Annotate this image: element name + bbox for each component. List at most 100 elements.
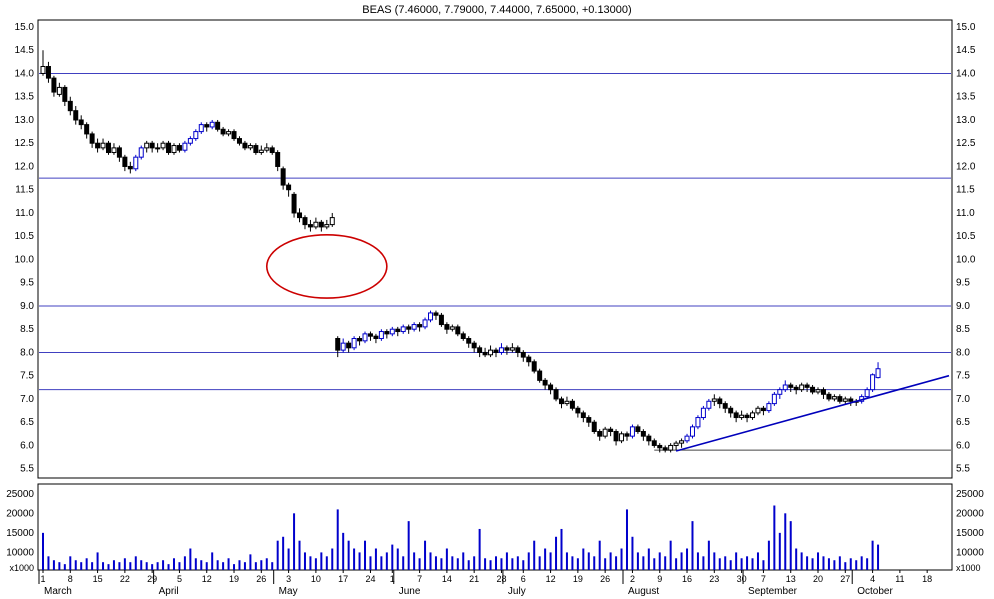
- candle-body: [842, 398, 848, 402]
- volume-bar: [265, 558, 268, 570]
- volume-bar: [287, 548, 290, 570]
- x-tick-label: 1: [390, 574, 395, 584]
- volume-bar: [735, 552, 738, 570]
- x-tick-label: 2: [630, 574, 635, 584]
- volume-bar: [112, 560, 115, 570]
- price-axis-label-left: 9.0: [20, 301, 34, 312]
- candle-body: [335, 338, 341, 351]
- volume-bar: [565, 552, 568, 570]
- volume-bar: [342, 532, 345, 570]
- volume-bar: [838, 556, 841, 570]
- volume-bar: [844, 562, 847, 570]
- candle-body: [357, 338, 363, 342]
- x-tick-label: 18: [922, 574, 932, 584]
- candle-body: [84, 124, 90, 135]
- volume-bar: [424, 540, 427, 570]
- candle-body: [766, 403, 772, 412]
- volume-bar: [576, 558, 579, 570]
- candle-body: [548, 384, 554, 391]
- candle-body: [695, 417, 701, 428]
- volume-bar: [58, 562, 61, 570]
- x-tick-label: 29: [147, 574, 157, 584]
- price-axis-label-right: 9.5: [956, 278, 970, 289]
- volume-bar: [162, 560, 165, 570]
- x-tick-label: 22: [120, 574, 130, 584]
- candle-body: [444, 324, 450, 330]
- volume-bar: [445, 548, 448, 570]
- x-tick-label: 30: [737, 574, 747, 584]
- volume-bar: [369, 556, 372, 570]
- price-axis-label-right: 15.0: [956, 22, 976, 33]
- candle-body: [89, 133, 95, 144]
- candle-body: [482, 351, 488, 356]
- volume-bar: [260, 560, 263, 570]
- volume-bar: [429, 552, 432, 570]
- volume-bar: [484, 558, 487, 570]
- price-pane-border: [37, 19, 953, 479]
- candle-body: [537, 370, 543, 381]
- price-axis-label-right: 10.5: [956, 231, 976, 242]
- price-axis-label-left: 8.0: [20, 347, 34, 358]
- price-axis-label-right: 14.0: [956, 68, 976, 79]
- volume-bar: [331, 548, 334, 570]
- price-axis-label-left: 7.0: [20, 394, 34, 405]
- candle-body: [78, 119, 84, 126]
- candle-body: [591, 421, 597, 433]
- candle-body: [166, 142, 172, 154]
- volume-bar: [74, 560, 77, 570]
- volume-bar: [495, 556, 497, 570]
- volume-axis-label-left: 15000: [6, 528, 34, 539]
- candle-body: [313, 221, 319, 228]
- volume-bar: [374, 548, 377, 570]
- candle-body: [242, 142, 248, 149]
- candle-body: [471, 342, 477, 349]
- volume-bar: [140, 560, 143, 570]
- candle-body: [799, 384, 805, 391]
- candle-body: [176, 145, 182, 151]
- volume-bar: [151, 564, 154, 570]
- volume-bar: [544, 548, 547, 570]
- volume-bar: [718, 558, 721, 570]
- volume-bar: [822, 556, 825, 570]
- candle-body: [340, 342, 346, 351]
- x-tick-label: 5: [177, 574, 182, 584]
- candle-body: [580, 412, 586, 419]
- candle-body: [297, 212, 303, 219]
- candle-body: [613, 431, 619, 442]
- x-tick-label: 27: [840, 574, 850, 584]
- candle-body: [122, 156, 128, 167]
- candle-body: [226, 131, 232, 135]
- candle-body: [662, 447, 668, 451]
- candle-body: [488, 349, 494, 356]
- volume-bar: [620, 548, 623, 570]
- month-label: March: [44, 586, 72, 597]
- volume-axis-label-right: 25000: [956, 489, 984, 500]
- volume-bar: [489, 560, 492, 570]
- candle-body: [602, 428, 608, 437]
- candle-body: [755, 407, 761, 414]
- volume-bar: [773, 505, 776, 570]
- volume-bar: [385, 552, 388, 570]
- volume-bar: [233, 564, 236, 570]
- volume-bar: [380, 556, 383, 570]
- price-axis-label-right: 10.0: [956, 254, 976, 265]
- candle-body: [575, 407, 581, 414]
- volume-axis-label-left: 20000: [6, 508, 34, 519]
- volume-bar: [877, 544, 880, 570]
- x-tick-label: 6: [521, 574, 526, 584]
- candle-body: [318, 221, 324, 228]
- volume-bar: [276, 540, 279, 570]
- volume-bar: [52, 560, 55, 570]
- volume-bar: [702, 556, 705, 570]
- candle-body: [144, 142, 150, 149]
- volume-bar: [102, 562, 105, 570]
- candle-body: [389, 328, 395, 335]
- candle-body: [460, 333, 466, 340]
- price-axis-label-left: 12.0: [15, 161, 35, 172]
- volume-bar: [216, 560, 219, 570]
- x-tick-label: 7: [417, 574, 422, 584]
- candle-body: [509, 347, 515, 351]
- volume-bar: [189, 548, 192, 570]
- price-axis-label-left: 11.0: [15, 208, 34, 219]
